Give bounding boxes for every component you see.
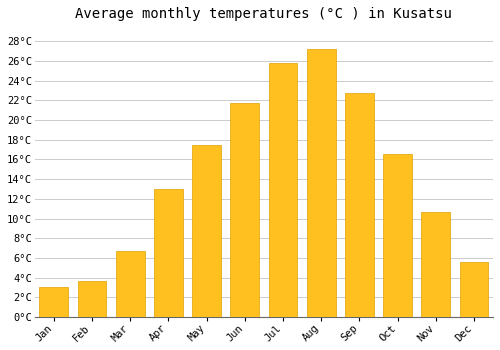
Bar xyxy=(40,287,68,317)
Bar xyxy=(230,103,259,317)
Bar xyxy=(460,262,488,317)
Bar xyxy=(307,49,336,317)
Bar xyxy=(383,154,412,317)
Bar xyxy=(78,281,106,317)
Bar xyxy=(345,93,374,317)
Bar xyxy=(116,251,144,317)
Bar xyxy=(422,212,450,317)
Bar xyxy=(268,63,298,317)
Bar xyxy=(154,189,182,317)
Title: Average monthly temperatures (°C ) in Kusatsu: Average monthly temperatures (°C ) in Ku… xyxy=(76,7,452,21)
Bar xyxy=(192,145,221,317)
